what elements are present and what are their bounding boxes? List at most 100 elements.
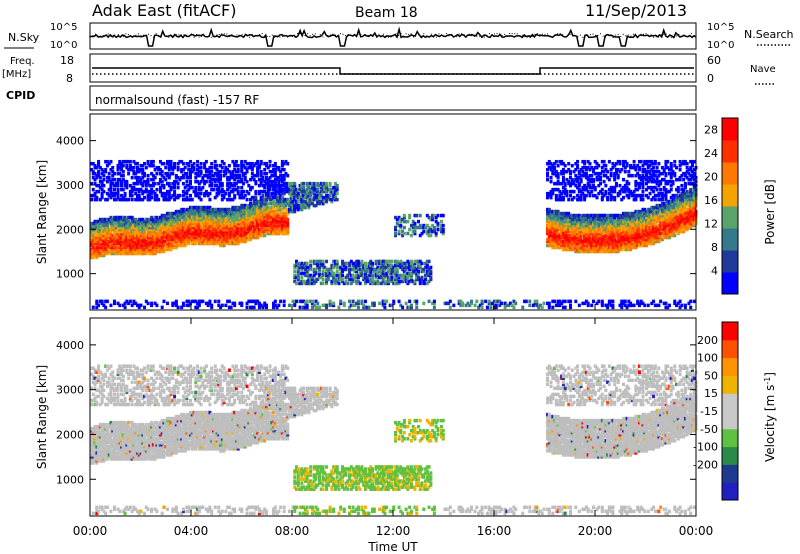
power-cell <box>220 187 224 192</box>
power-cell <box>325 193 329 198</box>
power-cell <box>561 167 565 172</box>
power-cell <box>148 233 152 238</box>
power-cell <box>588 185 592 190</box>
power-cell <box>328 267 332 272</box>
power-cell <box>201 299 205 304</box>
power-cell <box>266 213 270 218</box>
power-cell <box>196 171 200 176</box>
nsearch-point <box>632 33 634 35</box>
power-cell <box>114 217 118 222</box>
power-cell <box>166 159 170 164</box>
power-cell <box>157 217 161 222</box>
power-cell <box>158 179 162 184</box>
power-cell <box>549 189 553 194</box>
noise-tick-right-top: 10^5 <box>707 22 734 33</box>
power-cell <box>219 181 223 186</box>
power-cell <box>577 187 581 192</box>
power-cell <box>173 217 177 222</box>
power-cell <box>181 181 185 186</box>
power-cell <box>130 303 134 308</box>
power-cell <box>355 259 359 264</box>
power-cell <box>254 301 258 306</box>
power-cell <box>183 225 187 230</box>
power-cell <box>213 163 217 168</box>
power-cell <box>439 223 443 228</box>
power-cell <box>349 281 353 286</box>
power-cell <box>220 193 224 198</box>
power-cell <box>139 181 143 186</box>
power-cell <box>185 239 189 244</box>
power-cell <box>146 237 150 242</box>
power-cell <box>100 195 104 200</box>
power-cell <box>565 221 569 226</box>
power-cell <box>362 263 366 268</box>
power-cell <box>263 185 267 190</box>
power-cell <box>611 229 615 234</box>
nsearch-point <box>660 34 662 36</box>
power-cell <box>263 199 267 204</box>
power-cell <box>581 249 585 254</box>
power-cell <box>206 221 210 226</box>
power-cell <box>105 229 109 234</box>
power-cell <box>591 227 595 232</box>
power-cell <box>579 173 583 178</box>
power-cell <box>146 173 150 178</box>
power-cell <box>567 235 571 240</box>
power-cell <box>312 197 316 202</box>
nsearch-point <box>488 33 490 35</box>
power-cell <box>134 247 138 252</box>
power-cell <box>546 167 550 172</box>
power-cell <box>143 221 147 226</box>
power-cell <box>104 233 108 238</box>
power-cell <box>166 301 170 306</box>
power-cell <box>199 209 203 214</box>
power-cell <box>236 167 240 172</box>
power-cell <box>577 183 581 188</box>
power-cell <box>95 255 99 260</box>
power-cell <box>291 181 295 186</box>
power-cell <box>556 227 560 232</box>
power-cell <box>599 233 603 238</box>
power-cell <box>166 171 170 176</box>
power-cell <box>217 217 221 222</box>
power-cell <box>579 195 583 200</box>
power-cell <box>556 239 560 244</box>
nsearch-point <box>446 33 448 35</box>
power-cell <box>120 219 124 224</box>
power-cell <box>305 303 309 308</box>
power-cell <box>93 231 97 236</box>
power-cell <box>171 225 175 230</box>
power-cell <box>257 229 261 234</box>
power-cell <box>263 209 267 214</box>
power-cell <box>551 243 555 248</box>
power-cell <box>109 221 113 226</box>
power-cell <box>174 225 178 230</box>
power-cell <box>563 233 567 238</box>
power-cell <box>123 159 127 164</box>
power-cell <box>401 217 405 222</box>
power-cell <box>388 275 392 280</box>
power-cell <box>222 189 226 194</box>
power-cell <box>286 181 290 186</box>
power-cell <box>399 265 403 270</box>
power-cell <box>551 217 555 222</box>
power-cell <box>242 223 246 228</box>
power-cell <box>553 239 557 244</box>
power-cell <box>604 249 608 254</box>
power-cell <box>390 275 394 280</box>
power-cell <box>100 243 104 248</box>
power-cell <box>139 187 143 192</box>
power-cell <box>137 169 141 174</box>
power-cell <box>296 267 300 272</box>
power-cell <box>215 231 219 236</box>
power-cell <box>549 209 553 214</box>
power-cell <box>250 209 254 214</box>
power-cell <box>130 189 134 194</box>
power-cell <box>176 213 180 218</box>
power-cell <box>593 187 597 192</box>
power-cell <box>272 229 276 234</box>
power-cell <box>167 215 171 220</box>
power-cell <box>386 279 390 284</box>
power-cell <box>514 301 518 306</box>
power-cell <box>570 217 574 222</box>
